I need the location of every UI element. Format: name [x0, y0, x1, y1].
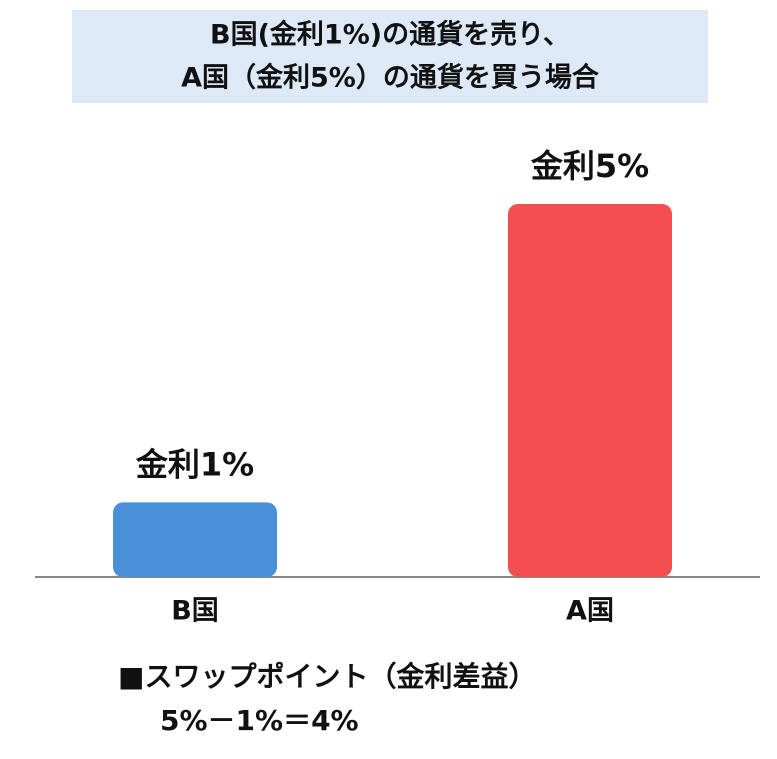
chart-title: A国（金利5%）の通貨を買う場合	[181, 62, 599, 94]
data-label: 金利1%	[135, 445, 254, 483]
bar	[113, 502, 277, 577]
annotation: ■スワップポイント（金利差益）	[118, 660, 536, 693]
annotation: 5%－1%＝4%	[160, 704, 359, 737]
x-tick-label: B国	[171, 596, 219, 627]
data-label: 金利5%	[530, 147, 649, 185]
chart-title: B国(金利1%)の通貨を売り、	[210, 19, 570, 51]
x-tick-label: A国	[566, 596, 614, 627]
title-box	[72, 10, 708, 103]
bar	[508, 204, 672, 577]
